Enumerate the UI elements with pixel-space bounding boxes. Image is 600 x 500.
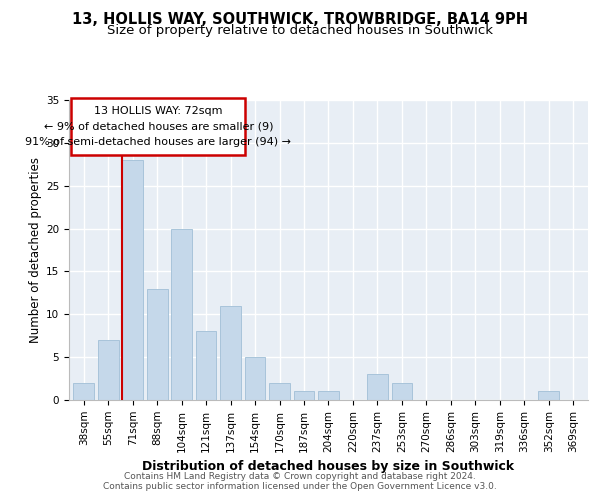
Text: 13, HOLLIS WAY, SOUTHWICK, TROWBRIDGE, BA14 9PH: 13, HOLLIS WAY, SOUTHWICK, TROWBRIDGE, B… bbox=[72, 12, 528, 28]
Bar bbox=[73, 383, 94, 400]
Bar bbox=[392, 383, 412, 400]
Bar bbox=[171, 228, 192, 400]
Bar bbox=[293, 392, 314, 400]
Bar bbox=[318, 392, 339, 400]
Bar bbox=[538, 392, 559, 400]
Text: Contains HM Land Registry data © Crown copyright and database right 2024.
Contai: Contains HM Land Registry data © Crown c… bbox=[103, 472, 497, 491]
Text: 13 HOLLIS WAY: 72sqm
← 9% of detached houses are smaller (9)
91% of semi-detache: 13 HOLLIS WAY: 72sqm ← 9% of detached ho… bbox=[25, 106, 292, 147]
Text: Size of property relative to detached houses in Southwick: Size of property relative to detached ho… bbox=[107, 24, 493, 37]
Bar bbox=[269, 383, 290, 400]
X-axis label: Distribution of detached houses by size in Southwick: Distribution of detached houses by size … bbox=[142, 460, 515, 473]
Bar bbox=[147, 288, 167, 400]
Y-axis label: Number of detached properties: Number of detached properties bbox=[29, 157, 42, 343]
Bar bbox=[98, 340, 119, 400]
Bar bbox=[220, 306, 241, 400]
Bar bbox=[196, 332, 217, 400]
FancyBboxPatch shape bbox=[71, 98, 245, 155]
Bar bbox=[367, 374, 388, 400]
Bar bbox=[245, 357, 265, 400]
Bar bbox=[122, 160, 143, 400]
